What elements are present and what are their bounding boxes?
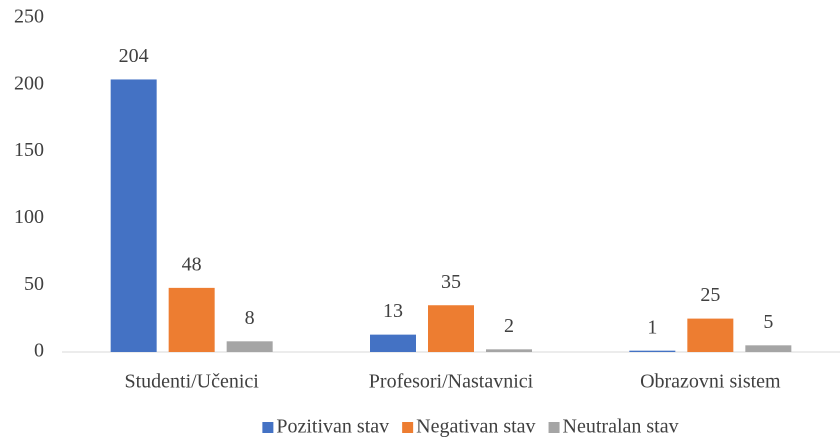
data-label: 48: [182, 253, 202, 275]
x-tick-label: Profesori/Nastavnici: [369, 371, 534, 393]
y-tick-label: 100: [14, 206, 44, 228]
bar: [629, 350, 676, 352]
legend-swatch: [548, 422, 560, 433]
y-tick-label: 150: [14, 139, 44, 161]
x-tick-label: Studenti/Učenici: [124, 371, 259, 393]
bar: [370, 334, 416, 352]
bar: [168, 287, 215, 352]
legend-swatch: [262, 422, 274, 433]
legend-label: Pozitivan stav: [276, 416, 389, 438]
y-tick-label: 50: [24, 273, 44, 295]
data-label: 8: [245, 307, 255, 329]
bar: [486, 349, 532, 352]
bar: [687, 318, 734, 352]
bar: [226, 341, 273, 352]
bar: [428, 305, 474, 352]
data-label: 2: [504, 315, 514, 337]
bar: [745, 345, 792, 352]
y-tick-label: 200: [14, 72, 44, 94]
bar: [110, 79, 157, 353]
data-label: 35: [441, 271, 461, 293]
x-tick-label: Obrazovni sistem: [640, 371, 781, 393]
data-label: 204: [119, 45, 149, 67]
legend-label: Neutralan stav: [563, 416, 679, 438]
data-label: 1: [647, 316, 657, 338]
y-tick-label: 0: [34, 340, 44, 362]
y-tick-label: 250: [14, 6, 44, 28]
legend-swatch: [402, 422, 414, 433]
legend-label: Negativan stav: [416, 416, 535, 438]
data-label: 25: [700, 284, 720, 306]
data-label: 13: [383, 300, 403, 322]
data-label: 5: [763, 311, 773, 333]
